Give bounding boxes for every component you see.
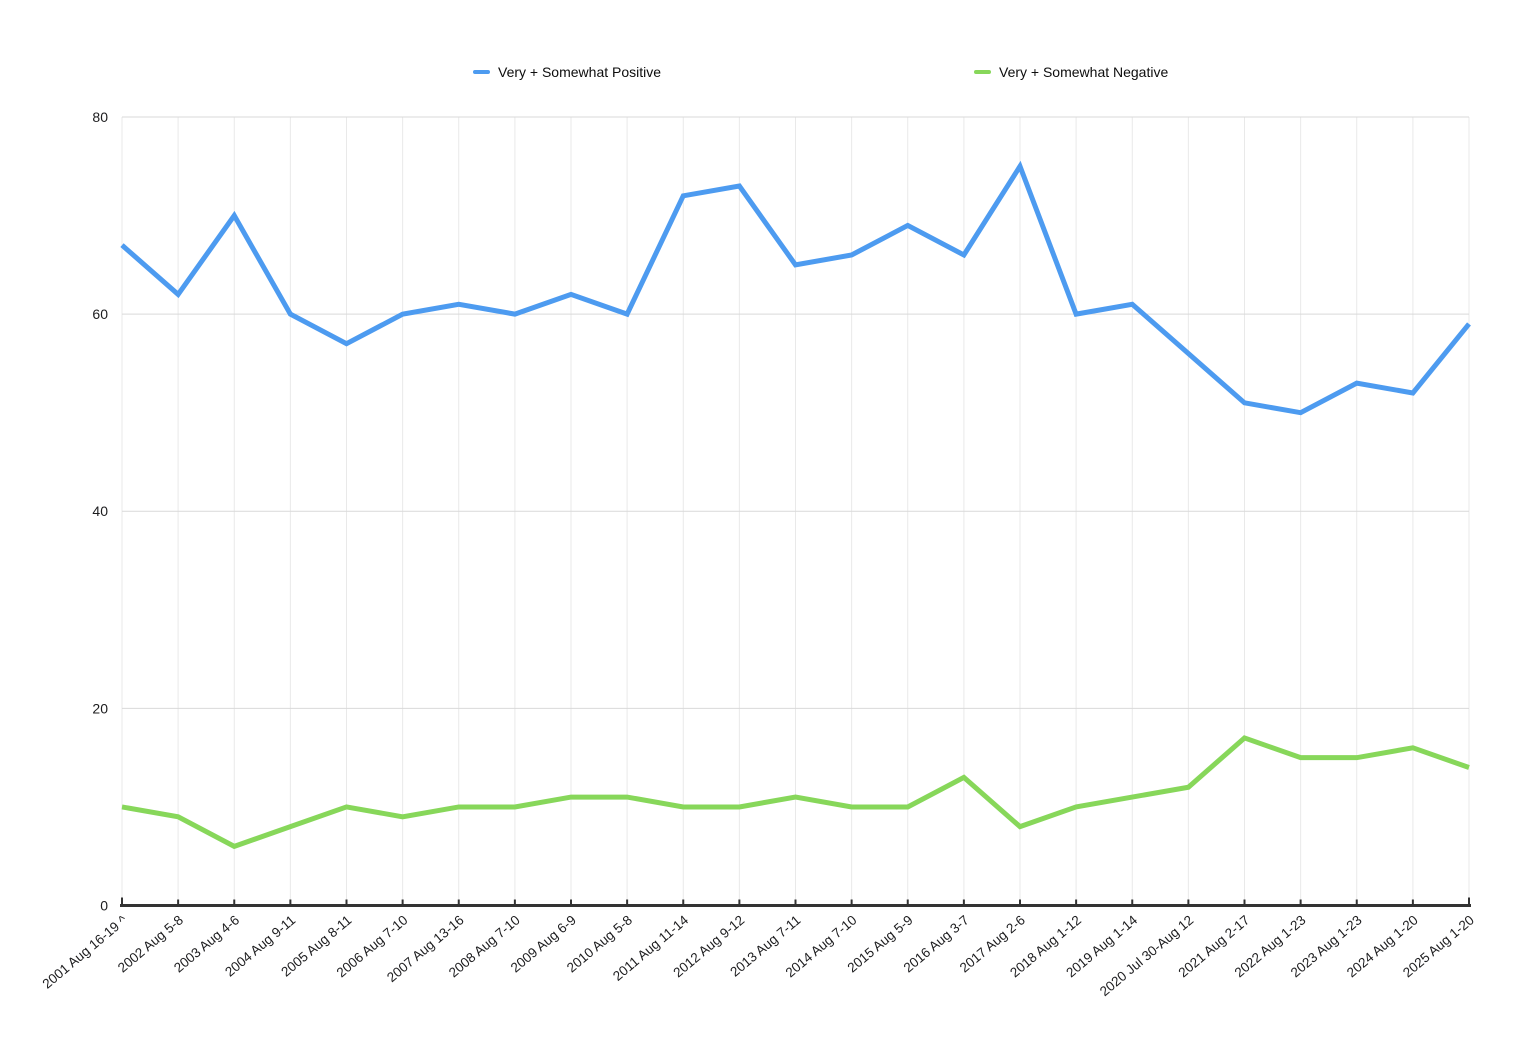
y-axis-tick-label: 20 — [92, 700, 108, 716]
legend-item-negative[interactable]: Very + Somewhat Negative — [974, 63, 1168, 80]
positive-series-line — [120, 160, 1471, 416]
y-axis-tick-label: 80 — [92, 109, 108, 125]
x-axis-tick-label: 2020 Jul 30-Aug 12 — [1097, 912, 1196, 999]
x-axis-tick-label: 2001 Aug 16-19 ^ — [40, 912, 131, 992]
negative-series-line — [121, 735, 1470, 850]
legend-item-positive[interactable]: Very + Somewhat Positive — [473, 63, 661, 80]
y-axis-tick-label: 60 — [92, 306, 108, 322]
positive-series-swatch-icon — [473, 69, 490, 74]
y-axis-tick-label: 40 — [92, 503, 108, 519]
y-axis-tick-label: 0 — [100, 897, 108, 913]
negative-series-label: Very + Somewhat Negative — [999, 63, 1169, 80]
positive-series-label: Very + Somewhat Positive — [498, 63, 662, 80]
negative-series-swatch-icon — [974, 69, 991, 74]
